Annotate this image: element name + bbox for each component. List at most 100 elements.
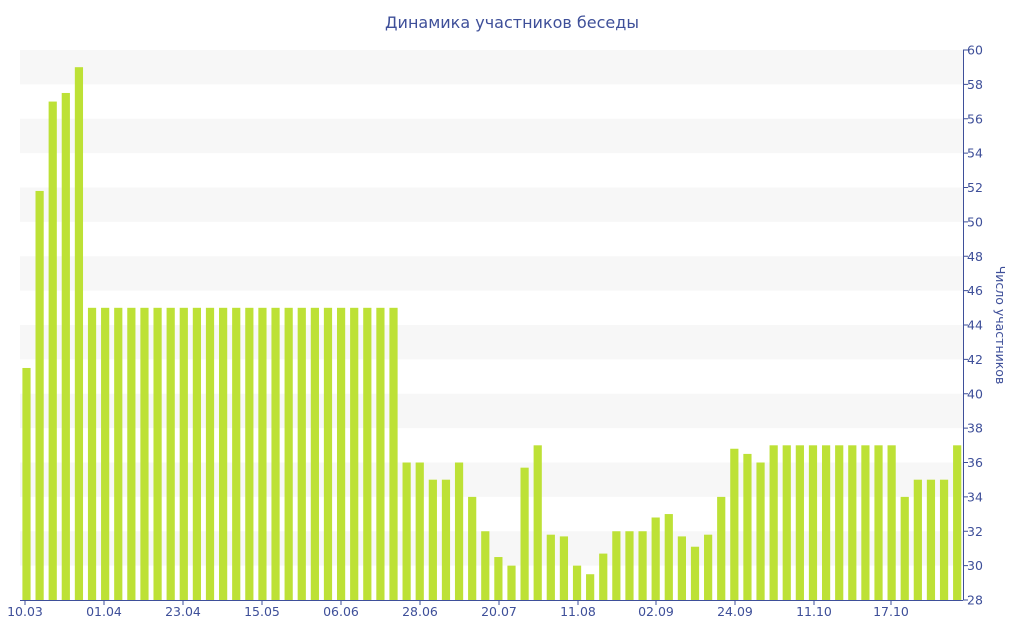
bar [232, 307, 241, 600]
y-tick-label: 50 [967, 214, 983, 229]
y-tick-label: 28 [967, 593, 983, 608]
bar [127, 307, 136, 600]
bar [756, 462, 765, 600]
bar [782, 445, 791, 600]
bar [179, 307, 188, 600]
bar [192, 307, 201, 600]
bar [743, 453, 752, 600]
bar [507, 565, 516, 601]
y-tick-label: 60 [967, 43, 983, 58]
y-tick-label: 32 [967, 524, 983, 539]
grid-band [20, 462, 963, 497]
bar [153, 307, 162, 600]
bar [350, 307, 359, 600]
x-tick-label: 11.08 [560, 604, 596, 619]
bar [808, 445, 818, 600]
bar [559, 536, 569, 600]
x-tick-label: 06.06 [323, 604, 359, 619]
x-tick-label: 20.07 [481, 604, 517, 619]
bar [769, 445, 778, 600]
chart-title: Динамика участников беседы [385, 13, 639, 32]
y-tick-label: 34 [967, 489, 983, 504]
bar [953, 445, 962, 600]
bar [284, 307, 293, 600]
grid-bands [20, 50, 963, 566]
bar [415, 462, 424, 600]
y-tick-label: 30 [967, 558, 983, 573]
bar [835, 445, 844, 600]
bars [22, 67, 962, 601]
bar [704, 534, 713, 600]
y-tick-label: 58 [967, 77, 983, 92]
bar [599, 553, 608, 600]
bar [166, 307, 175, 600]
bar [140, 307, 149, 600]
bar [926, 479, 936, 600]
axes: 28 30 32 34 36 38 40 42 44 46 48 50 52 54 56 58 60 10.03 0… [7, 43, 983, 620]
bar [376, 307, 385, 600]
y-tick-label: 54 [967, 146, 983, 161]
y-tick-label: 40 [967, 386, 983, 401]
bar [939, 479, 949, 600]
y-tick-label: 52 [967, 180, 983, 195]
bar [87, 307, 97, 600]
x-tick-label: 02.09 [638, 604, 674, 619]
bar [428, 479, 437, 600]
bar [690, 546, 700, 600]
y-axis-label: Число участников [993, 266, 1008, 385]
bar [651, 517, 660, 600]
bar [677, 536, 686, 600]
bar [74, 67, 84, 600]
bar [612, 531, 621, 600]
y-tick-label: 48 [967, 249, 983, 264]
bar [441, 479, 451, 600]
grid-band [20, 187, 963, 222]
grid-band [20, 325, 963, 360]
bar [402, 462, 411, 600]
grid-band [20, 531, 963, 566]
bar [638, 531, 647, 600]
bar [297, 307, 306, 600]
bar [114, 307, 123, 600]
x-tick-label: 01.04 [86, 604, 122, 619]
bar [336, 307, 346, 600]
bar [481, 531, 490, 600]
bar [271, 307, 280, 600]
x-tick-label: 11.10 [796, 604, 832, 619]
grid-band [20, 393, 963, 429]
bar [821, 445, 831, 600]
y-tick-label: 56 [967, 111, 983, 126]
bar [258, 307, 267, 600]
bar [468, 496, 477, 601]
bar [323, 307, 333, 600]
bar [310, 307, 319, 600]
bar [730, 448, 739, 600]
x-tick-label: 23.04 [165, 604, 201, 619]
bar [795, 445, 804, 600]
bar [664, 514, 673, 600]
bar [913, 479, 922, 600]
bar [35, 190, 44, 600]
bar [494, 557, 503, 600]
bar [572, 565, 582, 601]
bar [900, 496, 909, 601]
bar [717, 496, 726, 601]
bar [546, 534, 555, 600]
bar [625, 531, 634, 600]
x-tick-label: 10.03 [7, 604, 43, 619]
x-tick-label: 15.05 [244, 604, 280, 619]
grid-band [20, 50, 963, 85]
y-tick-label: 38 [967, 421, 983, 436]
grid-band [20, 118, 963, 154]
bar [22, 367, 31, 600]
bar [520, 467, 529, 600]
bar [454, 462, 464, 600]
bar [861, 445, 870, 600]
bar [245, 307, 254, 600]
y-tick-label: 36 [967, 455, 983, 470]
bar [586, 574, 595, 600]
x-tick-label: 17.10 [873, 604, 909, 619]
bar [874, 445, 883, 600]
bar [389, 307, 398, 600]
